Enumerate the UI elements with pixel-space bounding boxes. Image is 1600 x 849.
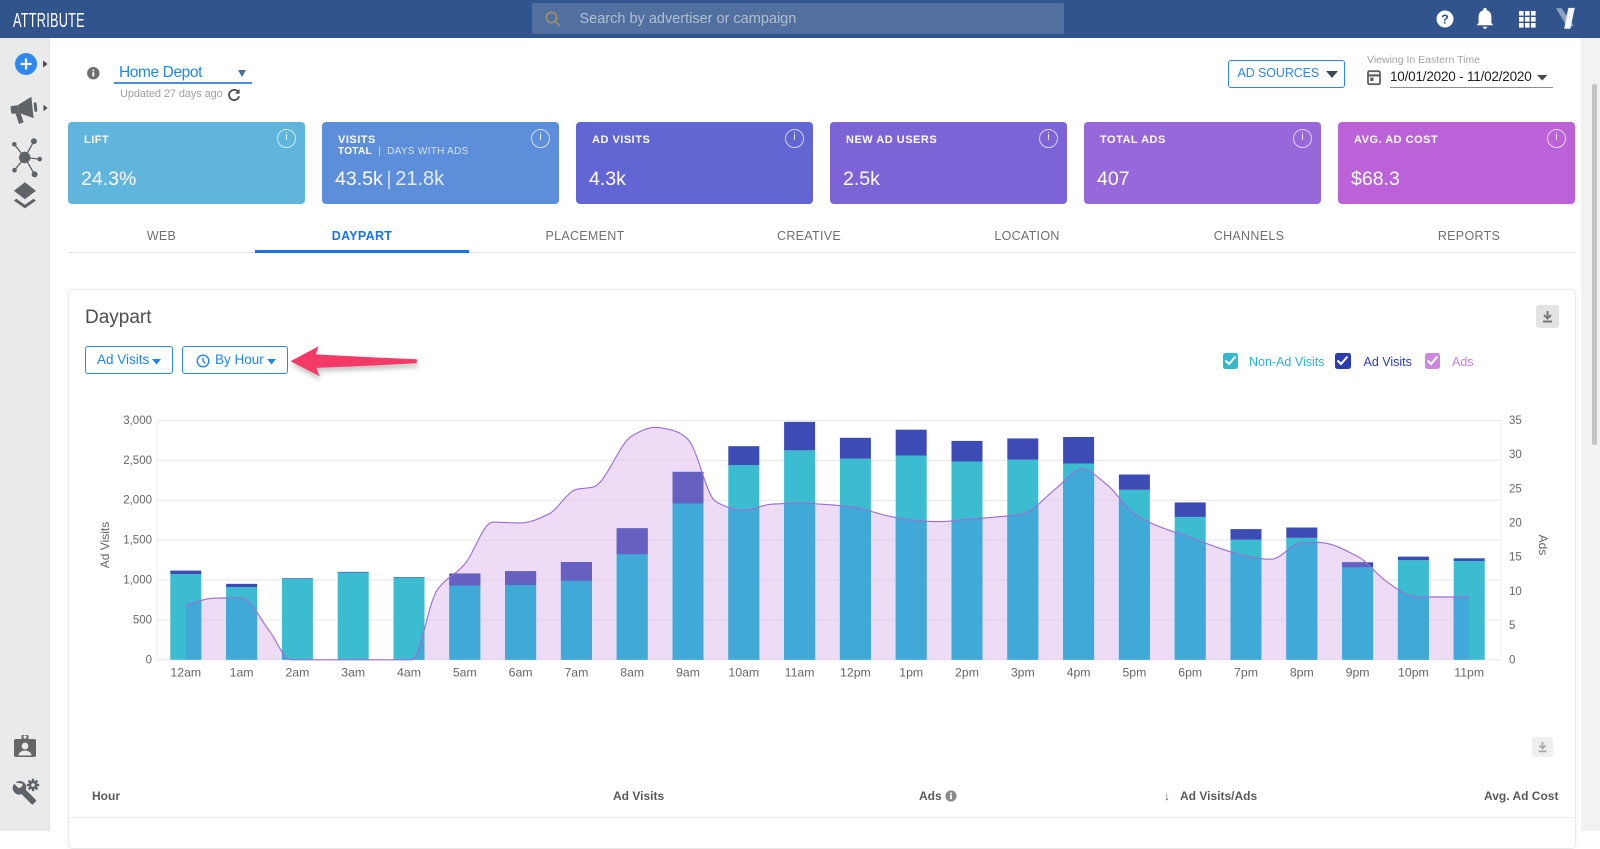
svg-text:6pm: 6pm	[1178, 666, 1202, 680]
svg-text:Ad Visits: Ad Visits	[98, 522, 112, 568]
svg-text:11pm: 11pm	[1454, 666, 1484, 680]
svg-text:7am: 7am	[564, 666, 588, 680]
svg-text:9am: 9am	[676, 666, 700, 680]
svg-text:Ads: Ads	[1536, 535, 1550, 556]
svg-text:4am: 4am	[397, 666, 421, 680]
svg-text:3am: 3am	[341, 666, 365, 680]
svg-text:3,000: 3,000	[123, 415, 152, 427]
svg-text:2,500: 2,500	[123, 455, 152, 467]
svg-text:12pm: 12pm	[840, 666, 871, 680]
svg-text:1pm: 1pm	[899, 666, 923, 680]
svg-text:10pm: 10pm	[1398, 666, 1429, 680]
svg-text:5: 5	[1509, 620, 1515, 632]
svg-text:10am: 10am	[728, 666, 759, 680]
svg-text:11am: 11am	[785, 666, 815, 680]
svg-text:0: 0	[1509, 654, 1515, 666]
svg-text:4pm: 4pm	[1067, 666, 1091, 680]
svg-text:30: 30	[1509, 449, 1522, 461]
svg-text:0: 0	[146, 654, 152, 666]
svg-text:1,000: 1,000	[123, 575, 152, 587]
svg-text:1,500: 1,500	[123, 535, 152, 547]
svg-text:2am: 2am	[285, 666, 309, 680]
svg-text:10: 10	[1509, 586, 1522, 598]
svg-text:2pm: 2pm	[955, 666, 979, 680]
svg-text:6am: 6am	[509, 666, 533, 680]
svg-text:500: 500	[133, 614, 152, 626]
svg-text:5pm: 5pm	[1122, 666, 1146, 680]
svg-text:?: ?	[1441, 13, 1449, 27]
svg-text:12am: 12am	[170, 666, 201, 680]
svg-text:15: 15	[1509, 552, 1522, 564]
svg-text:35: 35	[1509, 415, 1522, 427]
svg-text:8am: 8am	[620, 666, 644, 680]
svg-text:8pm: 8pm	[1290, 666, 1314, 680]
svg-text:20: 20	[1509, 518, 1522, 530]
svg-text:9pm: 9pm	[1346, 666, 1370, 680]
svg-text:2,000: 2,000	[123, 495, 152, 507]
svg-text:25: 25	[1509, 483, 1522, 495]
svg-text:3pm: 3pm	[1011, 666, 1035, 680]
svg-text:7pm: 7pm	[1234, 666, 1258, 680]
svg-text:1am: 1am	[230, 666, 254, 680]
svg-text:5am: 5am	[453, 666, 477, 680]
